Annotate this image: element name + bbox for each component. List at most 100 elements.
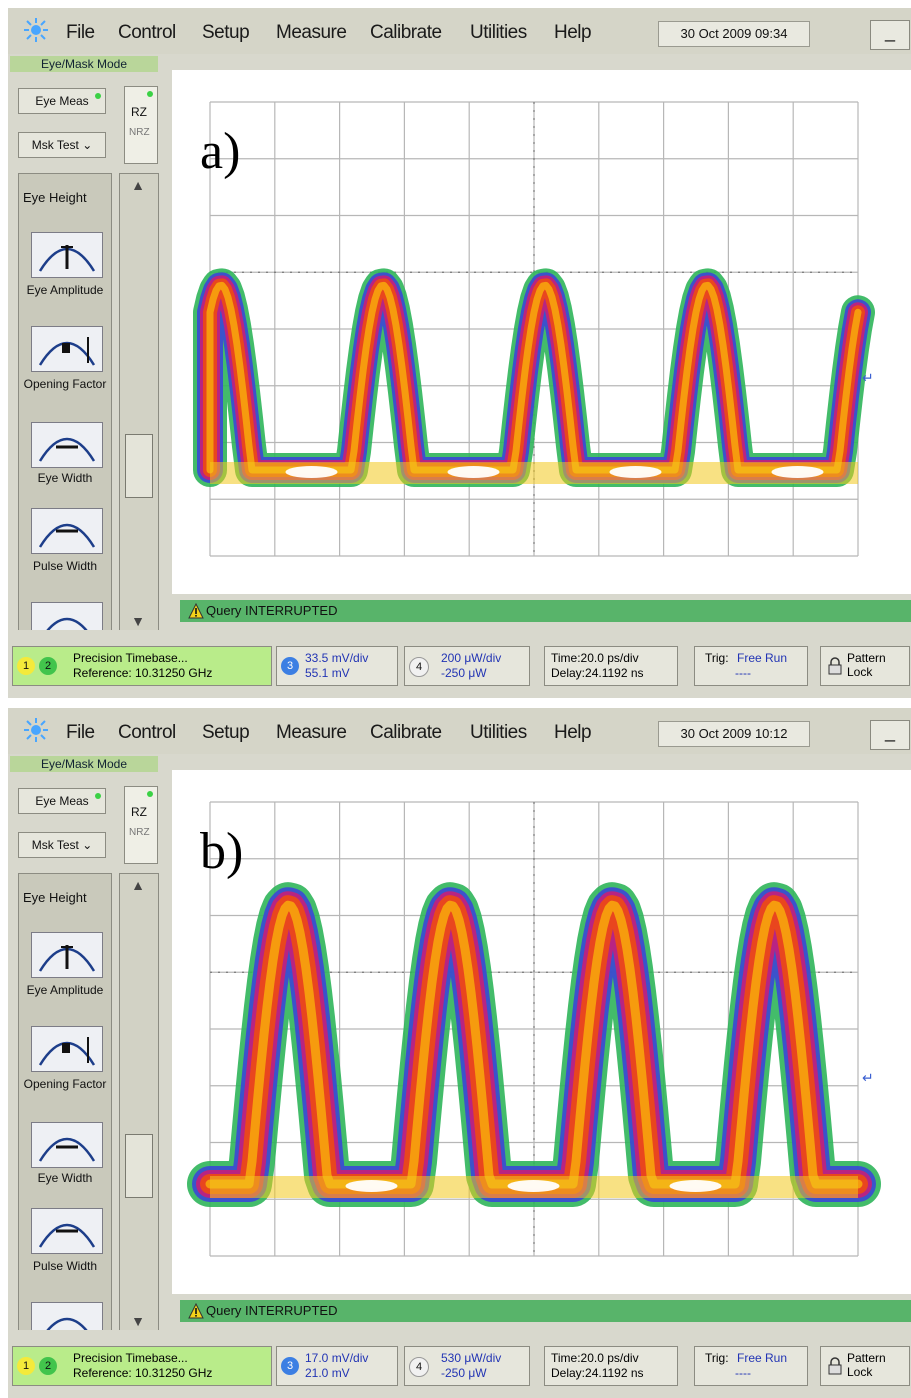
menu-utilities[interactable]: Utilities bbox=[470, 22, 527, 43]
scope-window-a: File Control Setup Measure Calibrate Uti… bbox=[8, 8, 911, 698]
trigger-label: Trig: bbox=[705, 1351, 729, 1365]
status-message: Query INTERRUPTED bbox=[206, 1303, 338, 1318]
trigger-label: Trig: bbox=[705, 651, 729, 665]
opening-factor-icon[interactable] bbox=[31, 1026, 103, 1072]
time-box[interactable]: Time:20.0 ps/div Delay:24.1192 ns bbox=[544, 646, 678, 686]
ch4-offset: -250 μW bbox=[441, 1366, 487, 1380]
ch4-scale: 200 μW/div bbox=[441, 651, 502, 665]
eye-width-label: Eye Width bbox=[37, 1171, 93, 1185]
sun-icon[interactable] bbox=[24, 18, 48, 42]
rz-nrz-toggle[interactable]: RZ NRZ bbox=[124, 86, 158, 164]
eye-width-icon[interactable] bbox=[31, 1122, 103, 1168]
eye-amplitude-icon[interactable] bbox=[31, 232, 103, 278]
mask-test-button[interactable]: Msk Test ⌄ bbox=[18, 132, 106, 158]
pulse-width-label: Pulse Width bbox=[32, 1259, 98, 1273]
pulse-width-icon[interactable] bbox=[31, 1208, 103, 1254]
scroll-thumb[interactable] bbox=[125, 1134, 153, 1198]
channel-4-icon: 4 bbox=[409, 1357, 429, 1377]
minimize-button[interactable]: _ bbox=[870, 720, 910, 750]
ch3-scale: 17.0 mV/div bbox=[305, 1351, 369, 1365]
menu-control[interactable]: Control bbox=[118, 722, 176, 743]
menu-setup[interactable]: Setup bbox=[202, 22, 250, 43]
eye-height-item[interactable]: Eye Height bbox=[23, 890, 87, 905]
reference-label: Reference: 10.31250 GHz bbox=[73, 1366, 213, 1380]
pattern-lock-label: Pattern Lock bbox=[847, 1351, 886, 1379]
channel-1-icon[interactable]: 1 bbox=[17, 1357, 35, 1375]
rz-nrz-toggle[interactable]: RZ NRZ bbox=[124, 786, 158, 864]
channel-1-icon[interactable]: 1 bbox=[17, 657, 35, 675]
channel-3-box[interactable]: 3 17.0 mV/div 21.0 mV bbox=[276, 1346, 398, 1386]
time-box[interactable]: Time:20.0 ps/div Delay:24.1192 ns bbox=[544, 1346, 678, 1386]
eye-meas-button[interactable]: Eye Meas bbox=[18, 788, 106, 814]
scroll-down-icon[interactable]: ▼ bbox=[131, 1313, 145, 1329]
scroll-down-icon[interactable]: ▼ bbox=[131, 613, 145, 629]
menu-file[interactable]: File bbox=[66, 722, 95, 743]
pattern-lock-label: Pattern Lock bbox=[847, 651, 886, 679]
eye-meas-button[interactable]: Eye Meas bbox=[18, 88, 106, 114]
measurement-list: Eye Height Eye Amplitude Opening Factor … bbox=[18, 873, 112, 1337]
sun-icon[interactable] bbox=[24, 718, 48, 742]
menu-bar: File Control Setup Measure Calibrate Uti… bbox=[8, 708, 911, 754]
menu-help[interactable]: Help bbox=[554, 22, 592, 43]
ch3-offset: 55.1 mV bbox=[305, 666, 350, 680]
reference-label: Reference: 10.31250 GHz bbox=[73, 666, 213, 680]
pattern-lock-button[interactable]: Pattern Lock bbox=[820, 1346, 910, 1386]
chevron-down-icon: ⌄ bbox=[82, 838, 93, 852]
svg-text:↵: ↵ bbox=[862, 370, 874, 386]
eye-height-item[interactable]: Eye Height bbox=[23, 190, 87, 205]
trigger-value: Free Run bbox=[737, 651, 788, 665]
trigger-value: Free Run bbox=[737, 1351, 788, 1365]
menu-calibrate[interactable]: Calibrate bbox=[370, 722, 442, 743]
menu-measure[interactable]: Measure bbox=[276, 22, 347, 43]
trigger-sub: ---- bbox=[735, 666, 751, 680]
eye-width-label: Eye Width bbox=[37, 471, 93, 485]
menu-utilities[interactable]: Utilities bbox=[470, 722, 527, 743]
channel-3-icon: 3 bbox=[281, 1357, 299, 1375]
precision-label: Precision Timebase... bbox=[73, 1351, 188, 1365]
nrz-label: NRZ bbox=[129, 127, 150, 138]
opening-factor-icon[interactable] bbox=[31, 326, 103, 372]
menu-help[interactable]: Help bbox=[554, 722, 592, 743]
measurement-list: Eye Height Eye Amplitude Opening Factor … bbox=[18, 173, 112, 637]
menu-file[interactable]: File bbox=[66, 22, 95, 43]
timebase-box[interactable]: 1 2 Precision Timebase... Reference: 10.… bbox=[12, 646, 272, 686]
channel-4-box[interactable]: 4 530 μW/div -250 μW bbox=[404, 1346, 530, 1386]
mode-label: Eye/Mask Mode bbox=[10, 56, 158, 72]
status-bar: Query INTERRUPTED bbox=[180, 600, 911, 622]
menu-calibrate[interactable]: Calibrate bbox=[370, 22, 442, 43]
mask-test-button[interactable]: Msk Test ⌄ bbox=[18, 832, 106, 858]
channel-3-icon: 3 bbox=[281, 657, 299, 675]
lock-icon bbox=[828, 657, 842, 675]
scroll-up-icon[interactable]: ▲ bbox=[131, 877, 145, 893]
menu-setup[interactable]: Setup bbox=[202, 722, 250, 743]
scroll-thumb[interactable] bbox=[125, 434, 153, 498]
channel-4-box[interactable]: 4 200 μW/div -250 μW bbox=[404, 646, 530, 686]
pulse-width-icon[interactable] bbox=[31, 508, 103, 554]
measurement-scrollbar[interactable]: ▲ ▼ bbox=[119, 873, 159, 1337]
led-indicator bbox=[95, 93, 101, 99]
trigger-box[interactable]: Trig: Free Run ---- bbox=[694, 1346, 808, 1386]
measurement-scrollbar[interactable]: ▲ ▼ bbox=[119, 173, 159, 637]
channel-3-box[interactable]: 3 33.5 mV/div 55.1 mV bbox=[276, 646, 398, 686]
pattern-lock-button[interactable]: Pattern Lock bbox=[820, 646, 910, 686]
minimize-button[interactable]: _ bbox=[870, 20, 910, 50]
channel-2-icon[interactable]: 2 bbox=[39, 1357, 57, 1375]
eye-width-icon[interactable] bbox=[31, 422, 103, 468]
timebase-box[interactable]: 1 2 Precision Timebase... Reference: 10.… bbox=[12, 1346, 272, 1386]
trigger-sub: ---- bbox=[735, 1366, 751, 1380]
precision-label: Precision Timebase... bbox=[73, 651, 188, 665]
eye-amplitude-icon[interactable] bbox=[31, 932, 103, 978]
time-label: Time:20.0 ps/div bbox=[551, 1351, 639, 1365]
delay-label: Delay:24.1192 ns bbox=[551, 1366, 644, 1380]
led-indicator bbox=[147, 791, 153, 797]
eye-diagram-display: ↵ bbox=[172, 770, 911, 1294]
nrz-label: NRZ bbox=[129, 827, 150, 838]
bottom-toolbar: 1 2 Precision Timebase... Reference: 10.… bbox=[8, 630, 911, 698]
scroll-up-icon[interactable]: ▲ bbox=[131, 177, 145, 193]
menu-control[interactable]: Control bbox=[118, 22, 176, 43]
menu-measure[interactable]: Measure bbox=[276, 722, 347, 743]
led-indicator bbox=[95, 793, 101, 799]
eye-meas-label: Eye Meas bbox=[35, 94, 89, 108]
channel-2-icon[interactable]: 2 bbox=[39, 657, 57, 675]
trigger-box[interactable]: Trig: Free Run ---- bbox=[694, 646, 808, 686]
